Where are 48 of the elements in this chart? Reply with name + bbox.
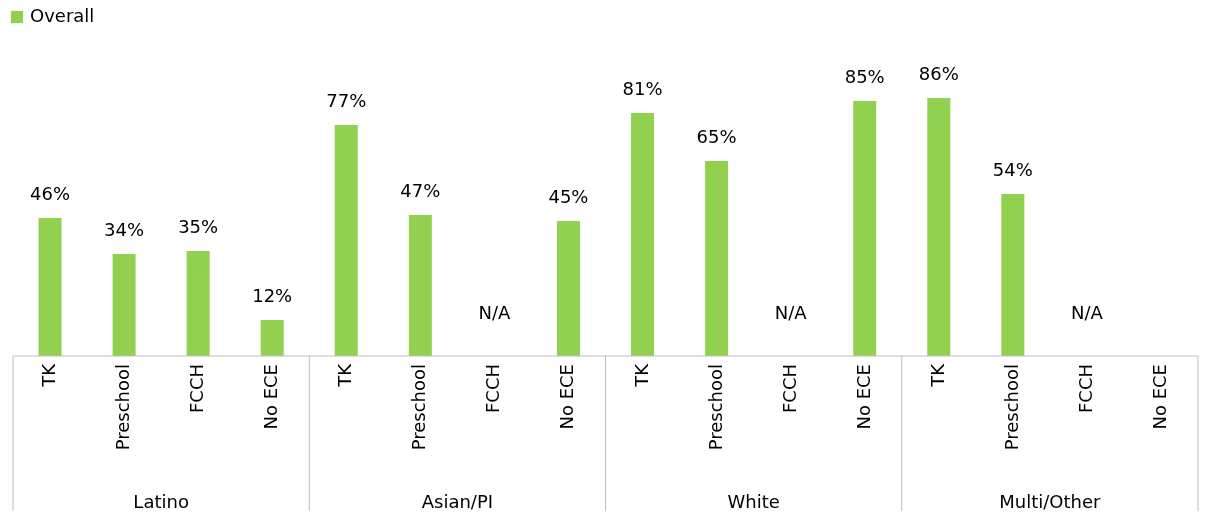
text: Latino bbox=[133, 491, 189, 512]
data-label: 47% bbox=[400, 180, 441, 201]
x-tick-label: TK bbox=[334, 362, 356, 388]
bar bbox=[853, 101, 877, 356]
data-label: 45% bbox=[548, 186, 589, 207]
text: Asian/PI bbox=[421, 491, 494, 512]
x-tick-label: TK bbox=[38, 362, 60, 388]
x-tick-label: Preschool bbox=[112, 364, 134, 451]
data-label: 77% bbox=[326, 90, 367, 111]
x-tick-label: No ECE bbox=[852, 364, 874, 430]
bar bbox=[927, 98, 951, 356]
data-label: 46% bbox=[30, 183, 71, 204]
data-label: 54% bbox=[992, 159, 1033, 180]
data-label: 65% bbox=[696, 126, 737, 147]
bar bbox=[186, 251, 210, 356]
text: N/A bbox=[1070, 302, 1103, 323]
legend-label: Overall bbox=[30, 5, 95, 26]
x-tick-label: FCCH bbox=[482, 364, 504, 414]
x-tick-label: FCCH bbox=[186, 364, 208, 414]
x-tick-label: Preschool bbox=[1000, 364, 1022, 451]
bar bbox=[408, 215, 432, 356]
x-tick-label: FCCH bbox=[778, 364, 800, 414]
x-tick-label: No ECE bbox=[260, 364, 282, 430]
text: N/A bbox=[774, 302, 807, 323]
data-label: 34% bbox=[104, 219, 145, 240]
x-tick-label: No ECE bbox=[1148, 364, 1170, 430]
data-label: 85% bbox=[844, 66, 885, 87]
bar bbox=[1001, 194, 1025, 356]
x-tick-label: Preschool bbox=[408, 364, 430, 451]
bar bbox=[38, 218, 62, 356]
x-tick-label: TK bbox=[926, 362, 948, 388]
data-label: 35% bbox=[178, 216, 219, 237]
data-label: 86% bbox=[918, 63, 959, 84]
x-tick-label: TK bbox=[630, 362, 652, 388]
bar bbox=[631, 113, 655, 356]
text: Multi/Other bbox=[999, 491, 1102, 512]
x-tick-label: No ECE bbox=[556, 364, 578, 430]
data-label: 12% bbox=[252, 285, 293, 306]
x-tick-label: Preschool bbox=[704, 364, 726, 451]
text: White bbox=[727, 491, 780, 512]
text: N/A bbox=[478, 302, 511, 323]
bar bbox=[260, 320, 284, 356]
bar bbox=[334, 125, 358, 356]
x-tick-label: FCCH bbox=[1074, 364, 1096, 414]
bar bbox=[556, 221, 580, 356]
bar bbox=[112, 254, 136, 356]
bar bbox=[705, 161, 729, 356]
data-label: 81% bbox=[622, 78, 663, 99]
